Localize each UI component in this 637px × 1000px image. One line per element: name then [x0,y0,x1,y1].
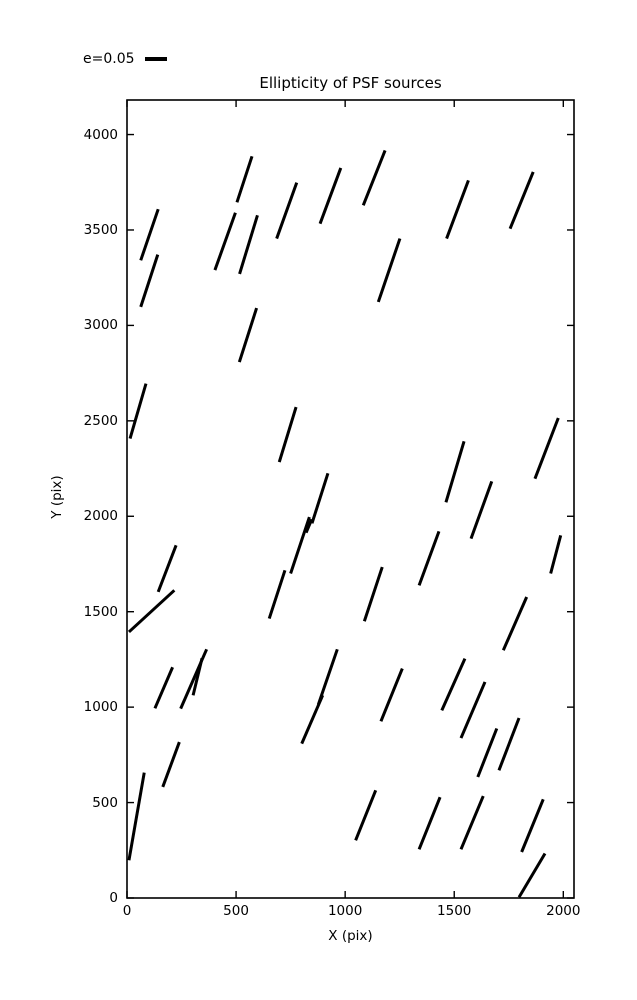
ellipticity-stick [517,852,547,899]
y-tick-label: 2000 [83,508,118,525]
y-tick-label: 500 [92,794,118,811]
ellipticity-stick [440,658,467,711]
ellipticity-stick [497,717,521,771]
ellipticity-stick [459,681,487,739]
legend-line-sample [144,57,167,61]
ellipticity-stick [379,668,404,722]
ellipticity-stick [277,406,298,463]
ellipticity-stick [179,648,209,710]
ellipticity-stick [376,238,402,303]
ellipticity-stick [361,149,387,206]
ellipticity-stick [289,516,311,575]
ellipticity-stick [139,208,160,261]
chart-title: Ellipticity of PSF sources [259,74,442,92]
x-tick-label: 2000 [546,903,581,919]
ellipticity-stick [153,666,174,709]
ellipticity-stick [235,155,254,203]
ellipticity-stick [533,417,560,480]
ellipticity-stick [508,171,535,230]
x-tick-label: 1000 [327,903,363,919]
ellipticity-stick [316,648,339,706]
ellipticity-stick [161,741,181,788]
legend-label: e=0.05 [83,51,135,67]
ellipticity-stick [191,657,204,696]
ellipticity-stick [267,569,287,620]
y-tick-label: 0 [109,890,118,906]
x-tick-label: 1500 [437,903,472,919]
y-axis-label-text: Y (pix) [49,475,65,519]
x-tick-label: 0 [122,903,132,919]
ellipticity-stick [238,214,259,275]
y-tick-label: 3000 [83,317,118,334]
ellipticity-stick [275,182,299,240]
axes-box [126,99,575,899]
ellipticity-stick [156,544,178,593]
ellipticity-stick [549,534,563,574]
ellipticity-stick [459,795,485,850]
ellipticity-stick [127,589,176,634]
y-tick-label: 2500 [83,412,118,429]
ellipticity-stick [469,480,494,540]
ellipticity-stick [310,472,330,524]
ellipticity-stick [127,772,146,861]
ellipticity-stick [501,596,529,651]
ellipticity-stick [139,254,160,308]
y-tick-label: 4000 [83,126,118,143]
ellipticity-stick [304,518,314,534]
y-tick-label: 1000 [83,699,118,716]
ellipticity-stick [237,307,259,363]
ellipticity-stick [213,212,237,271]
x-tick-label: 500 [223,903,249,919]
y-tick-label: 3500 [83,221,118,238]
ellipticity-stick [417,530,441,586]
ellipticity-stick [128,383,148,440]
y-tick-label: 1500 [83,603,118,620]
ellipticity-stick [417,796,442,850]
legend: e=0.05 [83,50,167,68]
ellipticity-stick [318,167,343,225]
ellipticity-stick [362,566,384,622]
ellipticity-stick [476,727,499,778]
ellipticity-stick [444,440,466,503]
ellipticity-stick [520,798,545,853]
x-axis-label: X (pix) [328,928,373,944]
ellipticity-stick [354,789,378,841]
ellipticity-stick [445,179,470,240]
